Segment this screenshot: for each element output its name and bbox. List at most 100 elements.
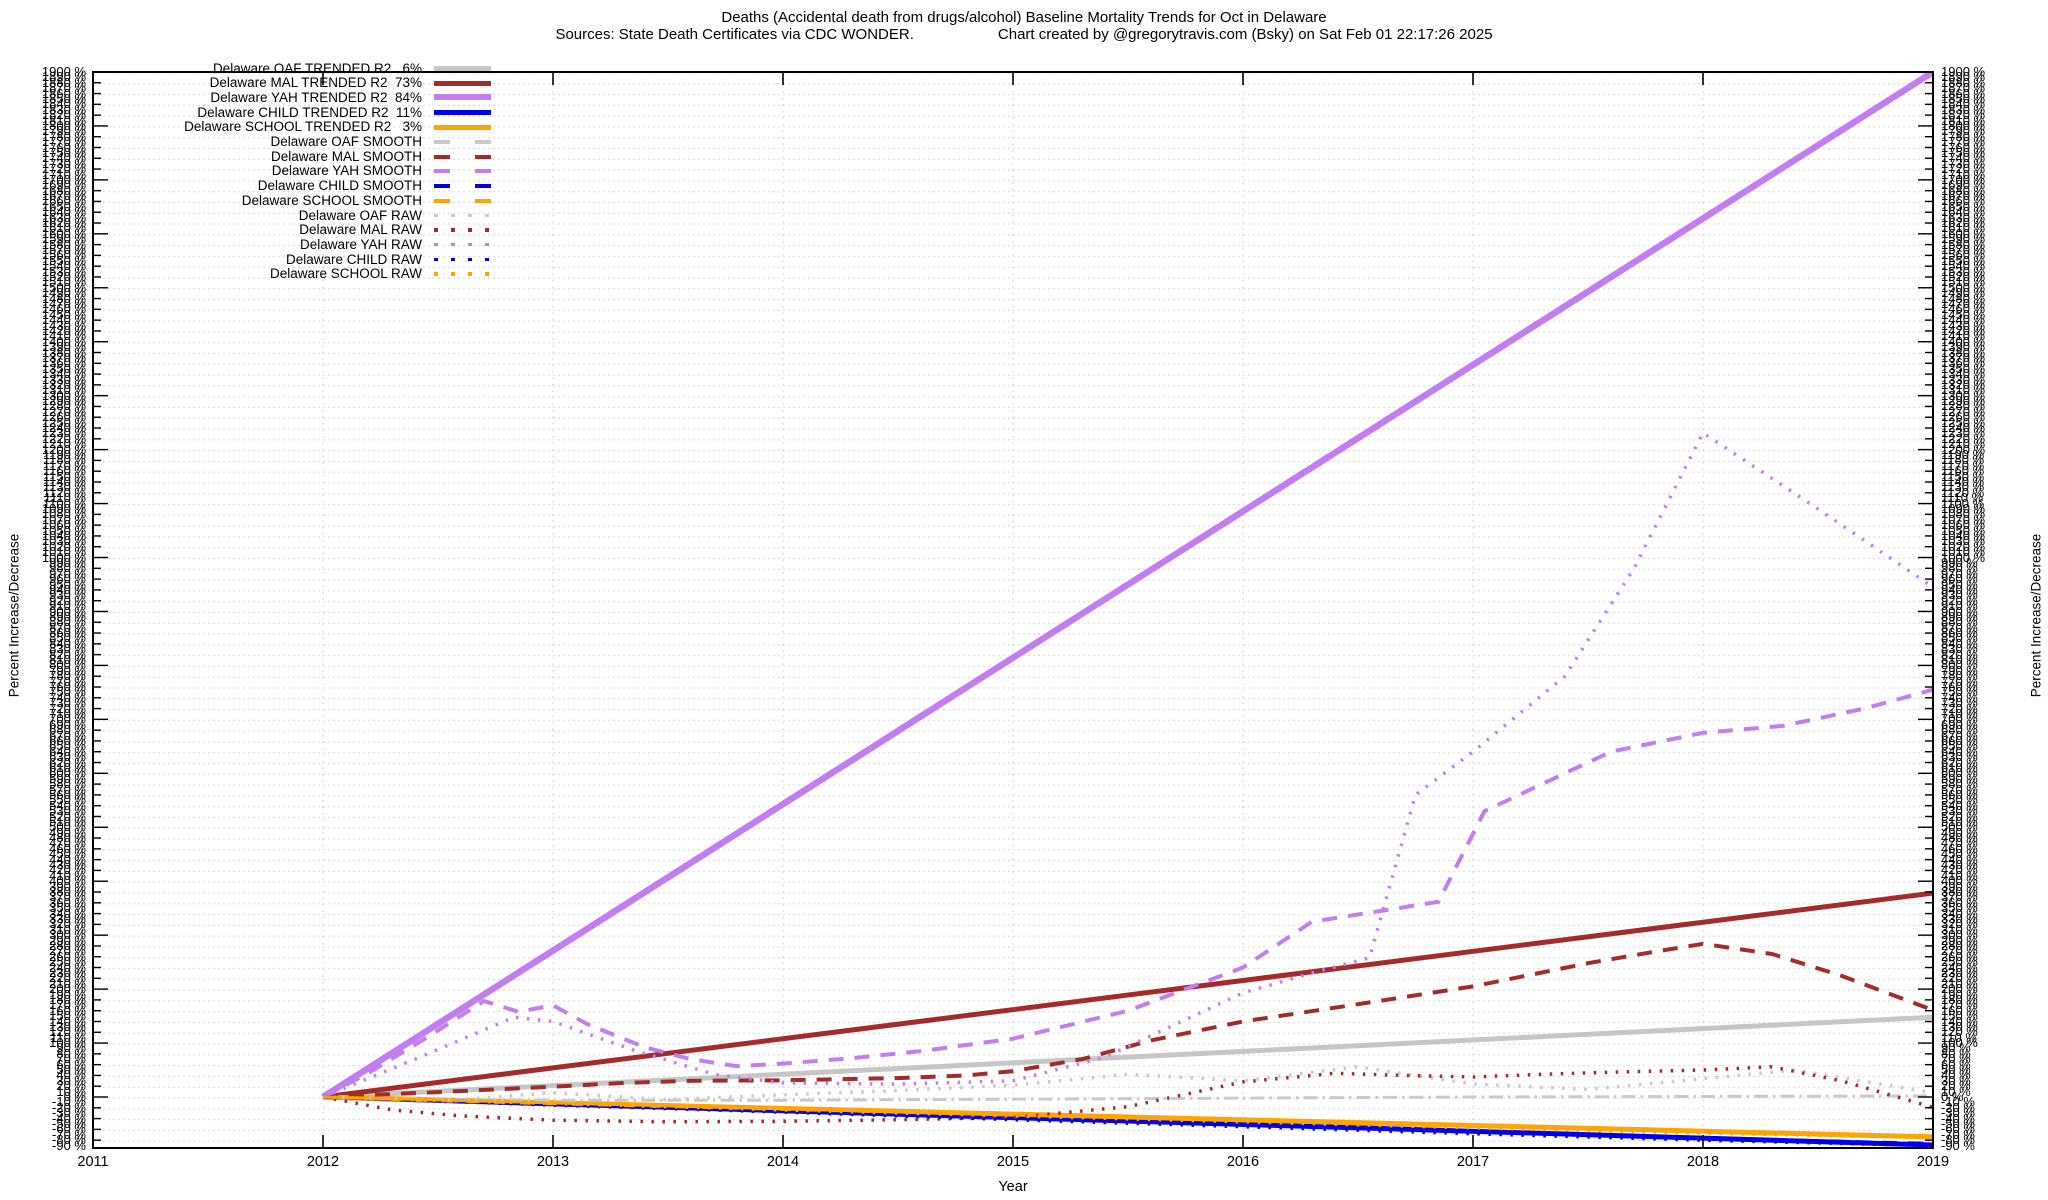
delaware-child-smooth-line [322,1095,1933,1145]
y-tick-label: 1400 % [1941,333,1986,349]
y-tick-label: 310 % [49,921,86,937]
y-tick-label: 1450 % [1941,306,1986,322]
y-tick-label: 1340 % [1941,366,1986,382]
y-tick-label: 1450 % [41,306,86,322]
y-tick-label: 1620 % [1941,215,1986,230]
y-tick-label: 1230 % [41,425,86,441]
y-tick-label: 970 % [49,565,86,581]
y-tick-label: 770 % [1941,673,1978,689]
y-tick-label: 1500 % [41,279,86,295]
y-tick-label: 1170 % [42,457,86,473]
y-tick-label: -50 % [1941,1116,1975,1131]
y-tick-label: 170 % [49,997,86,1013]
y-tick-label: 220 % [1941,970,1978,986]
legend-label: Delaware CHILD TRENDED R2 11% [197,104,422,120]
legend-line-sample [434,222,491,237]
y-tick-label: 60 % [1941,1056,1971,1072]
y-tick-label: 1750 % [41,144,86,160]
y-tick-label: 1900 % [41,64,86,79]
y-tick-label: 400 % [1941,873,1978,889]
y-tick-label: 940 % [49,581,86,597]
y-tick-label: 760 % [1941,679,1978,694]
y-tick-label: 830 % [1941,641,1978,657]
y-tick-label: 100 % [49,1035,86,1050]
legend-line-sample [434,237,491,252]
y-tick-label: 0 % [63,1089,86,1104]
y-tick-label: 1720 % [41,161,86,177]
y-tick-label: 1800 % [1941,117,1986,133]
y-tick-label: 1360 % [41,355,86,371]
y-tick-label: 510 % [1941,813,1978,829]
y-tick-label: 1350 % [41,360,86,376]
y-tick-label: 1510 % [1941,274,1986,290]
delaware-school-raw-line [322,1095,1933,1140]
y-tick-label: 1600 % [41,225,86,241]
legend-label: Delaware YAH TRENDED R2 84% [210,89,422,105]
y-tick-label: 360 % [49,894,86,910]
y-tick-label: -10 % [1941,1094,1975,1110]
y-tick-label: -40 % [52,1110,86,1126]
legend-item-delaware-school-trended: Delaware SCHOOL TRENDED R2 3% [80,119,491,134]
y-tick-label: 1090 % [1941,500,1986,516]
y-tick-label: 1440 % [1941,312,1986,328]
y-tick-label: 1410 % [1941,328,1986,344]
y-tick-label: 1120 % [1941,484,1985,500]
delaware-yah-smooth-line [322,687,1933,1099]
legend-line-sample [434,163,491,178]
legend-item-delaware-oaf-raw: Delaware OAF RAW [80,208,491,223]
legend-item-delaware-child-trended: Delaware CHILD TRENDED R2 11% [80,105,491,120]
y-tick-label: 1240 % [41,420,86,435]
y-tick-label: 550 % [49,792,86,808]
y-tick-label: 910 % [1941,598,1978,614]
y-tick-label: 220 % [49,970,86,986]
y-tick-label: 1380 % [1941,344,1986,360]
y-tick-label: 1710 % [41,166,86,182]
y-tick-label: 800 % [49,657,86,673]
y-tick-label: 880 % [49,614,86,630]
y-tick-label: 610 % [49,759,86,775]
y-tick-label: 1130 % [1941,479,1985,495]
y-tick-label: 1210 % [1941,436,1986,452]
y-tick-label: 80 % [1941,1045,1971,1061]
y-tick-label: 470 % [1941,835,1978,851]
y-tick-label: 1800 % [41,117,86,133]
y-tick-label: 140 % [49,1013,86,1029]
y-tick-label: 520 % [49,808,86,824]
y-tick-label: -90 % [52,1137,86,1153]
y-tick-label: 620 % [1941,754,1978,770]
legend-label: Delaware OAF TRENDED R2 6% [212,60,422,76]
delaware-yah-trended-line [321,72,1933,1100]
y-tick-label: 420 % [49,862,86,878]
legend-line-sample [434,105,491,120]
y-tick-label: 260 % [1941,948,1978,964]
y-tick-label: 230 % [49,964,86,980]
y-tick-label: 990 % [49,554,86,570]
y-tick-label: 120 % [49,1024,86,1040]
y-tick-label: 500 % [49,819,86,835]
y-tick-label: 1570 % [41,242,86,257]
y-tick-label: 480 % [49,830,86,845]
legend-label: Delaware CHILD RAW [285,251,422,267]
y-tick-label: 340 % [49,905,86,921]
y-tick-label: 1230 % [1941,425,1986,441]
y-tick-label: 920 % [49,592,86,608]
y-tick-label: 1830 % [1941,101,1986,117]
y-tick-label: 1740 % [41,150,86,166]
y-tick-label: 1850 % [41,90,86,106]
y-tick-label: 0 % [1941,1089,1964,1104]
y-tick-label: 600 % [49,765,86,781]
y-tick-label: 50 % [56,1062,86,1077]
y-tick-label: 440 % [1941,851,1978,867]
y-tick-label: 1540 % [1941,258,1986,274]
y-tick-label: 1570 % [1941,242,1986,257]
y-tick-label: 1270 % [1941,403,1986,419]
y-tick-label: 1550 % [1941,252,1986,268]
y-tick-label: -40 % [1941,1110,1975,1126]
y-tick-label: 40 % [1941,1067,1971,1083]
y-tick-label: 1610 % [1941,220,1986,236]
x-tick-label: 2014 [766,1154,800,1170]
y-tick-label: 340 % [1941,905,1978,921]
y-tick-label: 1480 % [41,290,86,306]
legend-label: Delaware YAH SMOOTH [271,163,422,179]
y-tick-label: 370 % [1941,889,1978,905]
